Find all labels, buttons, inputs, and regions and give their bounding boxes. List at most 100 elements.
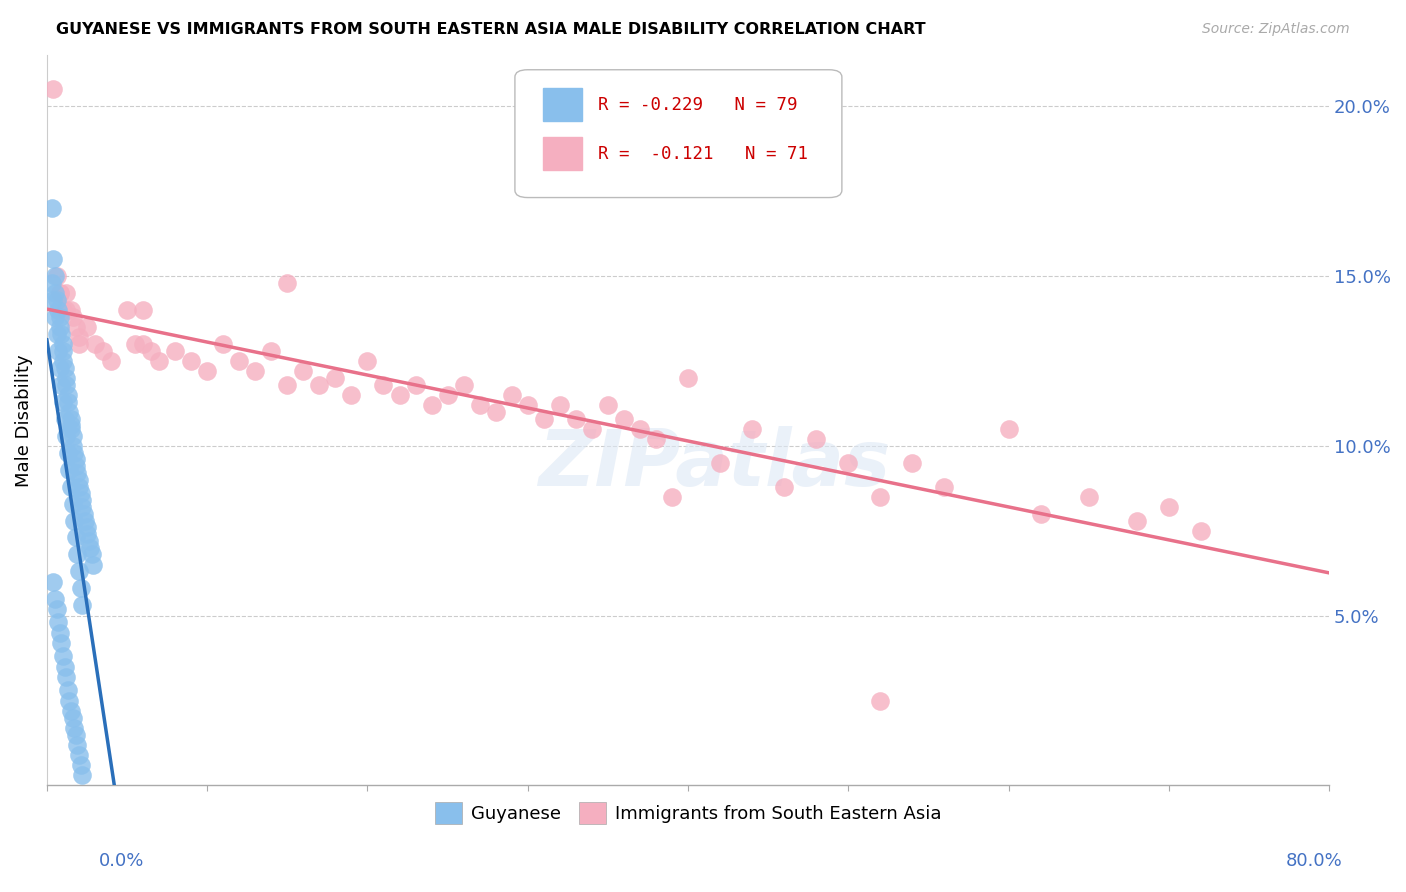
Point	[276, 377, 298, 392]
Point	[55, 670, 77, 684]
Point	[228, 354, 250, 368]
Point	[661, 490, 683, 504]
Point	[76, 319, 98, 334]
Point	[56, 683, 79, 698]
Point	[132, 337, 155, 351]
Point	[42, 293, 65, 307]
Point	[806, 432, 828, 446]
Point	[79, 541, 101, 555]
Point	[42, 574, 65, 589]
Point	[52, 343, 75, 358]
Point	[62, 310, 84, 324]
Point	[53, 360, 76, 375]
Point	[48, 319, 70, 334]
Point	[41, 201, 63, 215]
Point	[63, 721, 86, 735]
Point	[741, 422, 763, 436]
Point	[56, 394, 79, 409]
Point	[115, 302, 138, 317]
Point	[59, 704, 82, 718]
Point	[52, 302, 75, 317]
Point	[1157, 500, 1180, 514]
Point	[645, 432, 668, 446]
Point	[148, 354, 170, 368]
Point	[501, 388, 523, 402]
Point	[548, 398, 571, 412]
Point	[245, 364, 267, 378]
Point	[453, 377, 475, 392]
Point	[48, 310, 70, 324]
Point	[42, 82, 65, 96]
Point	[65, 531, 87, 545]
Point	[132, 302, 155, 317]
Point	[42, 252, 65, 266]
Text: GUYANESE VS IMMIGRANTS FROM SOUTH EASTERN ASIA MALE DISABILITY CORRELATION CHART: GUYANESE VS IMMIGRANTS FROM SOUTH EASTER…	[56, 22, 927, 37]
Point	[48, 285, 70, 300]
Point	[67, 747, 90, 762]
Point	[308, 377, 330, 392]
Point	[180, 354, 202, 368]
Point	[58, 462, 80, 476]
Point	[75, 514, 97, 528]
Point	[373, 377, 395, 392]
Point	[45, 326, 67, 341]
Text: 0.0%: 0.0%	[98, 852, 143, 870]
Point	[62, 496, 84, 510]
Point	[51, 326, 73, 341]
Point	[66, 466, 89, 480]
Point	[48, 285, 70, 300]
Point	[80, 548, 103, 562]
Point	[51, 636, 73, 650]
Point	[69, 758, 91, 772]
Point	[613, 411, 636, 425]
Point	[65, 319, 87, 334]
Point	[44, 310, 66, 324]
Point	[67, 330, 90, 344]
Point	[468, 398, 491, 412]
Point	[65, 459, 87, 474]
Point	[59, 479, 82, 493]
Point	[52, 649, 75, 664]
Point	[53, 659, 76, 673]
Point	[901, 456, 924, 470]
Point	[44, 268, 66, 283]
Point	[55, 302, 77, 317]
Point	[67, 473, 90, 487]
Point	[212, 337, 235, 351]
Point	[388, 388, 411, 402]
Point	[709, 456, 731, 470]
Point	[73, 507, 96, 521]
Point	[59, 418, 82, 433]
Point	[45, 602, 67, 616]
Point	[55, 377, 77, 392]
Text: R =  -0.121   N = 71: R = -0.121 N = 71	[599, 145, 808, 162]
Point	[48, 625, 70, 640]
Point	[63, 514, 86, 528]
Point	[1029, 507, 1052, 521]
Point	[65, 727, 87, 741]
Point	[52, 394, 75, 409]
Point	[44, 591, 66, 606]
Point	[55, 285, 77, 300]
Point	[356, 354, 378, 368]
Point	[62, 439, 84, 453]
Point	[124, 337, 146, 351]
Text: R = -0.229   N = 79: R = -0.229 N = 79	[599, 95, 797, 114]
Point	[65, 452, 87, 467]
Point	[67, 565, 90, 579]
Point	[934, 479, 956, 493]
Point	[56, 388, 79, 402]
Point	[869, 490, 891, 504]
Text: 80.0%: 80.0%	[1286, 852, 1343, 870]
Point	[46, 302, 69, 317]
Point	[1189, 524, 1212, 538]
Point	[56, 445, 79, 459]
Point	[52, 337, 75, 351]
Point	[869, 693, 891, 707]
FancyBboxPatch shape	[515, 70, 842, 197]
Point	[62, 710, 84, 724]
Point	[63, 445, 86, 459]
Point	[46, 615, 69, 630]
Point	[565, 411, 588, 425]
Point	[82, 558, 104, 572]
